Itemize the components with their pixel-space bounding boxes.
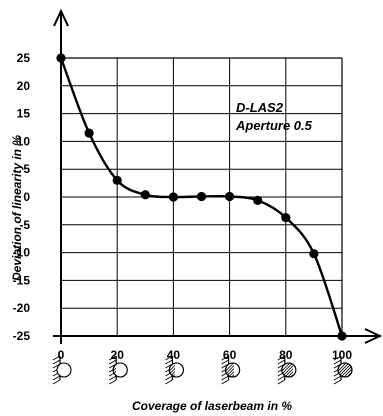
y-axis-title: Deviation of linearity in % <box>10 135 24 281</box>
hatch-line <box>221 379 229 385</box>
hatch-line <box>277 359 286 365</box>
y-tick-label: -10 <box>13 246 31 260</box>
coverage-hatch <box>343 363 352 377</box>
coverage-hatch <box>338 363 350 377</box>
y-tick-label: -15 <box>13 273 31 287</box>
coverage-hatch <box>338 363 347 377</box>
y-tick-label: 10 <box>17 134 31 148</box>
aperture-outline <box>112 362 128 378</box>
hatch-line <box>221 355 229 361</box>
coverage-hatch <box>241 363 255 377</box>
data-point <box>140 190 150 200</box>
coverage-hatch <box>284 363 296 377</box>
beam-coverage-icon <box>108 355 142 385</box>
x-tick-label: 40 <box>167 348 181 362</box>
hatch-line <box>333 375 342 381</box>
data-point <box>253 195 263 205</box>
x-tick-label: 80 <box>279 348 293 362</box>
y-tick-label: 5 <box>23 162 30 176</box>
aperture-outline <box>168 362 184 378</box>
x-axis-title: Coverage of laserbeam in % <box>132 399 292 413</box>
hatch-line <box>165 379 173 385</box>
hatch-line <box>108 355 117 361</box>
coverage-hatch <box>281 363 291 377</box>
y-tick-labels: 25 20 15 10 5 0 -5 -10 -15 -20 -25 <box>13 51 31 343</box>
hatch-line <box>333 355 342 361</box>
hatch-line <box>333 359 342 365</box>
hatch-line <box>277 375 286 381</box>
coverage-mask <box>352 362 368 378</box>
axes <box>53 8 383 344</box>
beam-coverage-icon <box>165 355 198 385</box>
x-tick-label: 0 <box>58 348 65 362</box>
data-point <box>112 175 122 185</box>
data-point <box>56 53 66 63</box>
beam-coverage-icon <box>221 355 255 385</box>
aperture-outline <box>225 362 241 378</box>
data-point <box>337 331 347 341</box>
data-points <box>56 53 347 341</box>
annotation-aperture: Aperture 0.5 <box>235 118 313 133</box>
coverage-mask <box>293 363 296 377</box>
y-tick-label: -25 <box>13 329 31 343</box>
coverage-hatch <box>297 363 311 377</box>
y-tick-label: 15 <box>17 107 31 121</box>
hatch-line <box>165 375 173 381</box>
aperture-outline <box>281 362 297 378</box>
data-point <box>309 249 319 259</box>
coverage-hatch <box>281 363 294 377</box>
coverage-mask <box>175 363 184 377</box>
x-tick-labels: 0 20 40 60 80 100 <box>58 348 353 362</box>
data-point <box>281 212 291 223</box>
hatch-line <box>165 355 173 361</box>
hatch-line <box>52 375 61 381</box>
coverage-hatch <box>128 363 142 377</box>
y-tick-label: -20 <box>13 301 31 315</box>
annotation-device: D-LAS2 <box>236 100 284 115</box>
y-axis-arrow-icon <box>53 8 69 27</box>
hatch-line <box>52 355 61 361</box>
x-tick-label: 20 <box>111 348 125 362</box>
data-point <box>84 128 94 138</box>
hatch-line <box>221 359 229 365</box>
aperture-circle <box>56 362 72 378</box>
data-point <box>168 192 178 202</box>
hatch-line <box>333 379 342 385</box>
beam-coverage-icon <box>52 355 72 385</box>
beam-coverage-icons <box>52 355 368 385</box>
coverage-mask <box>116 363 128 377</box>
y-tick-label: 0 <box>23 190 30 204</box>
coverage-hatch <box>346 363 352 377</box>
hatch-line <box>277 379 286 385</box>
data-point <box>196 191 207 202</box>
hatch-line <box>277 355 286 361</box>
data-point <box>225 191 235 202</box>
coverage-mask <box>234 363 240 377</box>
beam-coverage-icon <box>333 355 368 385</box>
hatch-line <box>108 375 117 381</box>
hatch-line <box>52 379 61 385</box>
hatch-line <box>108 379 117 385</box>
coverage-hatch <box>225 363 234 377</box>
coverage-hatch <box>184 363 198 377</box>
y-tick-label: 25 <box>17 51 31 65</box>
beam-coverage-icon <box>277 355 311 385</box>
coverage-hatch <box>353 363 367 377</box>
y-tick-label: 20 <box>17 79 31 93</box>
hatch-line <box>221 375 229 381</box>
y-tick-label: -5 <box>19 218 30 232</box>
coverage-hatch <box>340 363 352 377</box>
aperture-outline <box>337 362 353 378</box>
hatch-line <box>108 359 117 365</box>
x-tick-label: 60 <box>223 348 237 362</box>
hatch-line <box>165 359 173 365</box>
x-axis-arrow-icon <box>364 328 383 344</box>
hatch-line <box>52 359 61 365</box>
